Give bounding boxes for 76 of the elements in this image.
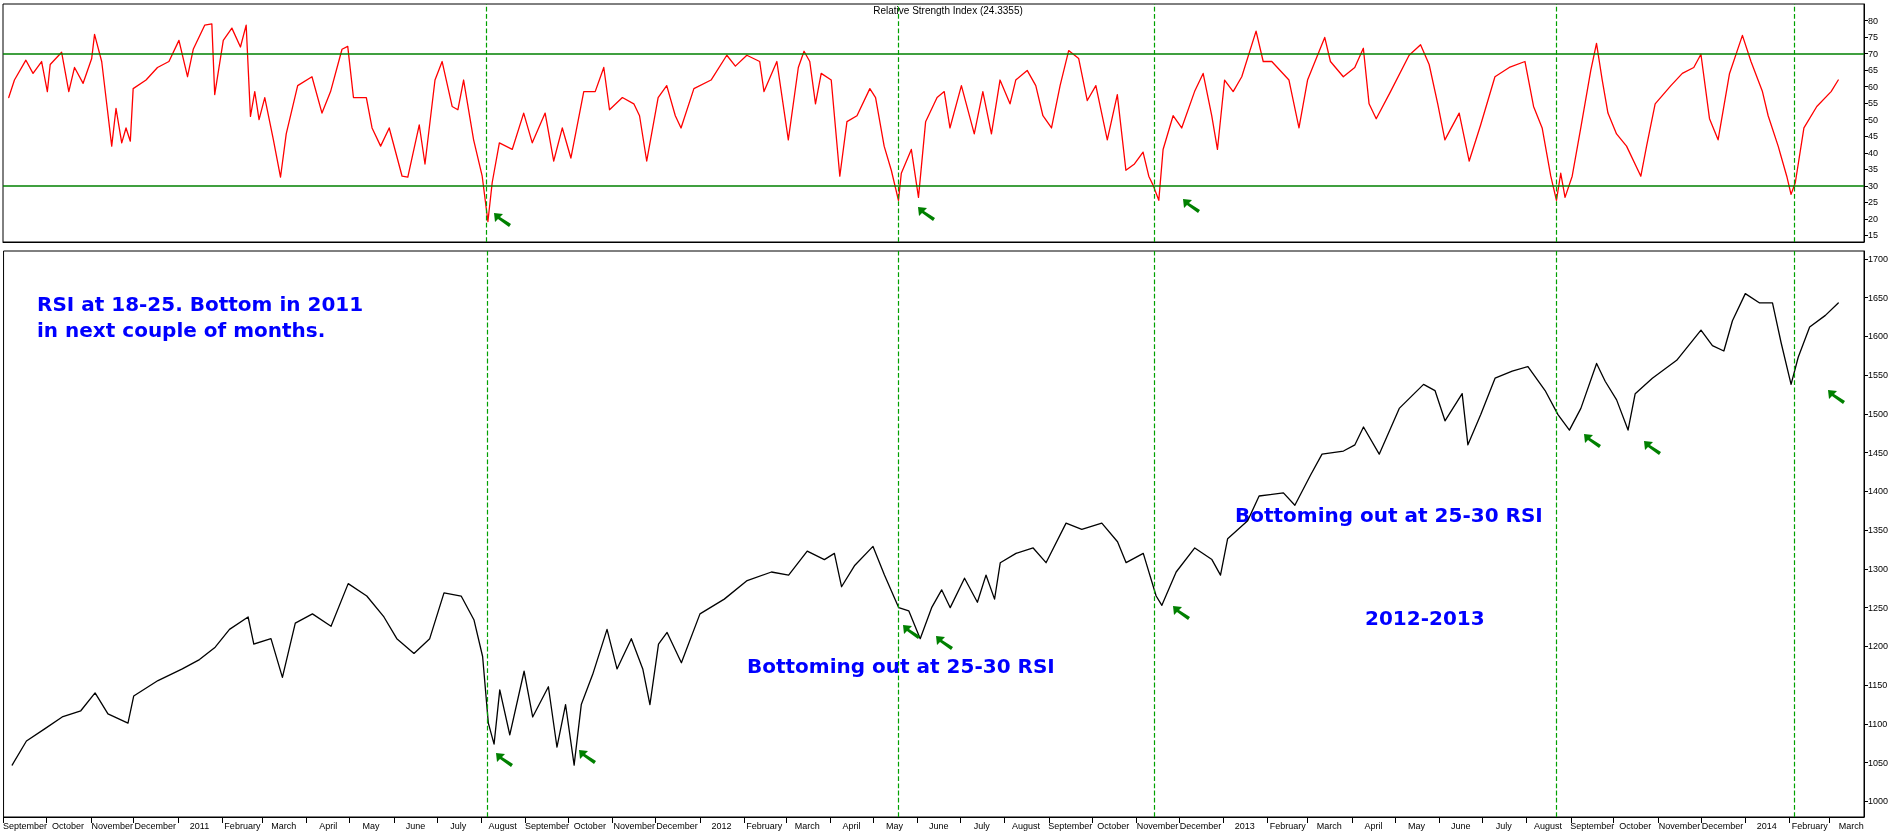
x-tick-label: October	[1097, 820, 1130, 831]
x-tick-label: September	[524, 820, 569, 831]
x-tick-label: August	[488, 820, 518, 831]
x-tick-label: April	[842, 820, 861, 831]
y-tick-label: 1400	[1868, 486, 1889, 497]
y-tick-label: 1350	[1868, 525, 1889, 536]
y-tick-label: 1700	[1868, 253, 1889, 264]
x-tick-label: November	[91, 820, 133, 831]
y-tick-label: 25	[1868, 197, 1879, 208]
y-tick-label: 1600	[1868, 331, 1889, 342]
x-tick-label: 2013	[1234, 820, 1255, 831]
x-tick-label: December	[134, 820, 176, 831]
x-tick-label: October	[51, 820, 84, 831]
x-tick-label: May	[885, 820, 904, 831]
y-tick-label: 60	[1868, 81, 1879, 92]
x-tick-label: June	[1450, 820, 1471, 831]
x-tick-label: February	[1269, 820, 1307, 831]
y-tick-label: 1450	[1868, 447, 1889, 458]
y-tick-label: 35	[1868, 164, 1879, 175]
y-tick-label: 1150	[1868, 680, 1888, 691]
x-tick-label: September	[1048, 820, 1093, 831]
x-tick-label: February	[1791, 820, 1829, 831]
x-tick-label: July	[450, 820, 467, 831]
x-tick-label: December	[1179, 820, 1222, 831]
y-tick-label: 1050	[1868, 757, 1889, 768]
x-tick-label: March	[1316, 820, 1342, 831]
y-tick-label: 20	[1868, 213, 1879, 224]
annotation: 2012-2013	[1365, 606, 1485, 630]
y-tick-label: 50	[1868, 114, 1879, 125]
y-tick-label: 1650	[1868, 292, 1889, 303]
y-tick-label: 1250	[1868, 602, 1889, 613]
chart-title: Relative Strength Index (24.3355)	[873, 4, 1023, 16]
y-tick-label: 15	[1868, 230, 1879, 241]
x-tick-label: February	[224, 820, 261, 831]
y-tick-label: 1500	[1868, 408, 1889, 419]
x-tick-label: April	[1364, 820, 1383, 831]
x-tick-label: 2012	[711, 820, 732, 831]
x-tick-label: May	[362, 820, 381, 831]
x-tick-label: August	[1533, 820, 1563, 831]
y-tick-label: 30	[1868, 180, 1879, 191]
y-tick-label: 80	[1868, 15, 1879, 26]
y-tick-label: 1550	[1868, 370, 1889, 381]
x-tick-label: August	[1012, 820, 1041, 831]
x-tick-label: March	[1838, 820, 1864, 831]
x-tick-label: 2011	[189, 820, 210, 831]
y-tick-label: 1200	[1868, 641, 1889, 652]
x-tick-label: December	[1701, 820, 1744, 831]
x-tick-label: July	[973, 820, 991, 831]
x-tick-label: March	[271, 820, 297, 831]
y-tick-label: 1000	[1868, 796, 1889, 807]
x-tick-label: October	[573, 820, 606, 831]
x-tick-label: October	[1619, 820, 1652, 831]
x-tick-label: June	[405, 820, 426, 831]
y-tick-label: 75	[1868, 32, 1879, 43]
x-tick-label: November	[1136, 820, 1179, 831]
y-tick-label: 1300	[1868, 563, 1889, 574]
annotation: Bottoming out at 25-30 RSI	[747, 654, 1055, 678]
x-tick-label: November	[1658, 820, 1701, 831]
y-tick-label: 65	[1868, 65, 1879, 76]
y-tick-label: 40	[1868, 147, 1879, 158]
x-tick-label: 2014	[1756, 820, 1777, 831]
y-tick-label: 1100	[1868, 718, 1888, 729]
x-tick-label: February	[746, 820, 783, 831]
annotation: RSI at 18-25. Bottom in 2011 in next couple of months.	[37, 292, 364, 342]
x-tick-label: May	[1407, 820, 1426, 831]
x-tick-label: November	[613, 820, 655, 831]
x-tick-label: December	[656, 820, 698, 831]
x-tick-label: April	[319, 820, 338, 831]
x-tick-label: July	[1495, 820, 1513, 831]
x-tick-label: September	[1570, 820, 1615, 831]
x-tick-label: March	[794, 820, 820, 831]
y-tick-label: 55	[1868, 98, 1879, 109]
y-tick-label: 70	[1868, 48, 1879, 59]
y-tick-label: 45	[1868, 131, 1879, 142]
x-tick-label: June	[929, 820, 949, 831]
x-tick-label: September	[3, 820, 48, 831]
